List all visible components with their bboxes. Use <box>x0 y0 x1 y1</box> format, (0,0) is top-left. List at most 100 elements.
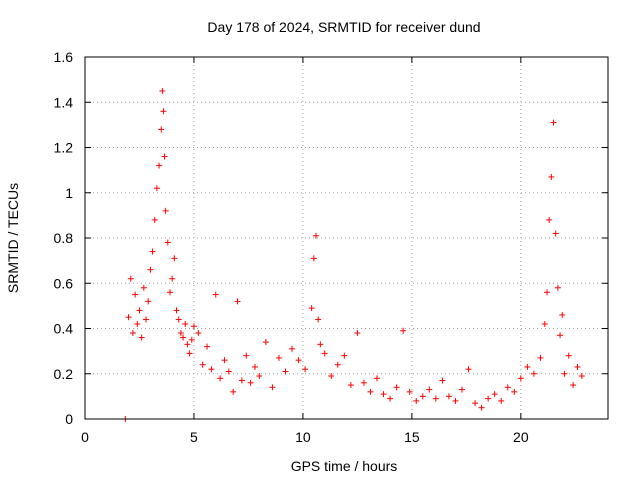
data-point <box>125 314 132 321</box>
data-point <box>530 370 537 377</box>
data-point <box>151 216 158 223</box>
y-tick-label: 0.4 <box>54 321 74 337</box>
y-tick-label: 1.6 <box>54 49 74 65</box>
data-point <box>132 291 139 298</box>
data-point <box>347 382 354 389</box>
data-point <box>221 357 228 364</box>
data-point <box>164 239 171 246</box>
data-point <box>491 391 498 398</box>
data-point <box>341 352 348 359</box>
data-point <box>578 373 585 380</box>
data-point <box>561 370 568 377</box>
data-point <box>225 368 232 375</box>
data-point <box>543 289 550 296</box>
data-point <box>465 366 472 373</box>
data-point <box>269 384 276 391</box>
data-point <box>570 382 577 389</box>
plot-frame <box>84 56 609 420</box>
data-point <box>175 316 182 323</box>
chart-title: Day 178 of 2024, SRMTID for receiver dun… <box>207 19 480 35</box>
data-point <box>504 384 511 391</box>
data-point <box>136 307 143 314</box>
data-point <box>310 255 317 262</box>
x-tick-label: 20 <box>513 429 529 445</box>
data-point <box>354 330 361 337</box>
data-point <box>452 397 459 404</box>
data-point <box>190 323 197 330</box>
data-point <box>177 330 184 337</box>
data-point <box>315 316 322 323</box>
data-point <box>234 298 241 305</box>
data-point <box>334 361 341 368</box>
y-tick-label: 0.6 <box>54 275 74 291</box>
data-point <box>574 363 581 370</box>
y-tick-label: 1.2 <box>54 140 74 156</box>
data-point <box>282 368 289 375</box>
data-point <box>275 354 282 361</box>
data-point <box>158 126 165 133</box>
data-point <box>413 397 420 404</box>
data-point <box>256 373 263 380</box>
y-tick-label: 0.2 <box>54 366 74 382</box>
data-point <box>230 388 237 395</box>
data-point <box>432 395 439 402</box>
data-point <box>161 153 168 160</box>
data-point <box>212 291 219 298</box>
data-point <box>204 343 211 350</box>
data-point <box>143 316 150 323</box>
data-point <box>548 173 555 180</box>
x-tick-label: 0 <box>81 429 89 445</box>
data-point <box>199 361 206 368</box>
data-point <box>308 305 315 312</box>
data-point <box>552 230 559 237</box>
data-point <box>400 327 407 334</box>
data-point <box>171 255 178 262</box>
data-point <box>317 341 324 348</box>
y-tick-label: 1.4 <box>54 94 74 110</box>
data-point <box>445 393 452 400</box>
data-point <box>295 357 302 364</box>
data-point <box>557 332 564 339</box>
data-point <box>406 388 413 395</box>
data-point <box>524 363 531 370</box>
data-point <box>159 87 166 94</box>
data-point <box>251 363 258 370</box>
grid <box>85 57 608 419</box>
data-point <box>302 366 309 373</box>
data-point <box>127 275 134 282</box>
x-tick-label: 5 <box>190 429 198 445</box>
data-point <box>374 375 381 382</box>
data-point <box>565 352 572 359</box>
data-point <box>546 216 553 223</box>
data-point <box>426 386 433 393</box>
data-point <box>367 388 374 395</box>
data-point <box>550 119 557 126</box>
data-point <box>153 185 160 192</box>
data-point <box>472 400 479 407</box>
y-tick-label: 0.8 <box>54 230 74 246</box>
data-point <box>140 284 147 291</box>
y-tick-label: 1 <box>65 185 73 201</box>
data-point <box>238 377 245 384</box>
data-point <box>262 339 269 346</box>
data-point <box>541 320 548 327</box>
data-point <box>243 352 250 359</box>
data-point <box>559 311 566 318</box>
data-point <box>247 379 254 386</box>
data-point <box>312 232 319 239</box>
data-point <box>138 334 145 341</box>
data-point <box>162 207 169 214</box>
data-point <box>208 366 215 373</box>
y-axis-label: SRMTID / TECUs <box>5 183 21 293</box>
x-tick-label: 15 <box>404 429 420 445</box>
data-point <box>478 404 485 411</box>
data-point <box>554 284 561 291</box>
data-point <box>186 350 193 357</box>
data-point <box>147 266 154 273</box>
data-point <box>182 320 189 327</box>
data-point <box>195 330 202 337</box>
data-point <box>156 162 163 169</box>
data-point <box>485 395 492 402</box>
data-point <box>149 248 156 255</box>
data-point <box>169 275 176 282</box>
